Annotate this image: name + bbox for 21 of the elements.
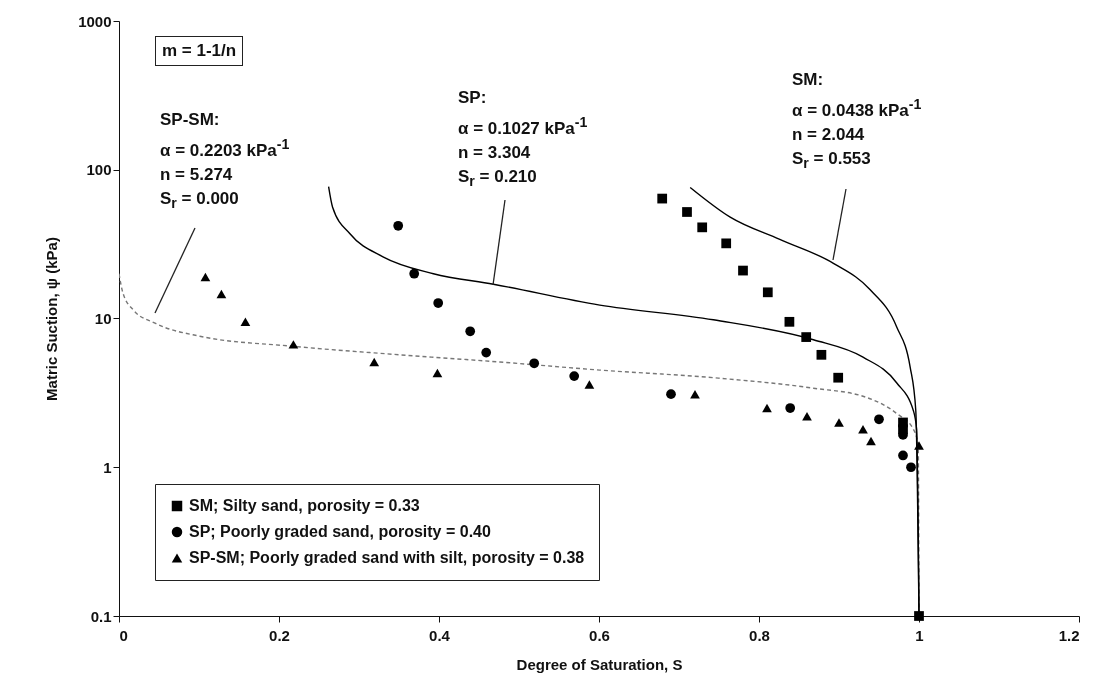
x-tick-label: 0.8 <box>749 626 770 644</box>
x-axis-title: Degree of Saturation, S <box>516 655 683 673</box>
x-tick-label: 1 <box>915 626 924 644</box>
y-tick-label: 1 <box>103 458 112 476</box>
text: SM: α = 0.0438 kPa$^{-1}$ n = 2.044 S$_{r}$ = 0.553 <box>792 70 922 172</box>
y-tick-label: 100 <box>86 161 112 179</box>
y-axis-title: Matric Suction, ψ (kPa) <box>43 237 61 401</box>
y-tick-label: 1000 <box>78 12 112 30</box>
legend-label: SP-SM; Poorly graded sand with silt, porosity = 0.38 <box>189 549 585 566</box>
y-tick-label: 10 <box>94 310 112 327</box>
x-tick-label: 0 <box>119 626 128 644</box>
text: SP: α = 0.1027 kPa$^{-1}$ n = 3.304 S$_{r}$ = 0.210 <box>458 88 588 190</box>
x-tick-label: 0.4 <box>429 626 451 644</box>
legend-label: SP; Poorly graded sand, porosity = 0.40 <box>189 523 491 540</box>
legend-label: SM; Silty sand, porosity = 0.33 <box>189 497 420 514</box>
y-tick-label: 0.1 <box>90 607 112 625</box>
x-tick-label: 1.2 <box>1058 626 1080 644</box>
annotation: m = 1-1/n <box>155 36 244 66</box>
text: SP-SM: α = 0.2203 kPa$^{-1}$ n = 5.274 S$_{r}$ = 0.000 <box>160 110 290 212</box>
x-tick-label: 0.6 <box>589 626 610 644</box>
x-tick-label: 0.2 <box>269 626 290 644</box>
